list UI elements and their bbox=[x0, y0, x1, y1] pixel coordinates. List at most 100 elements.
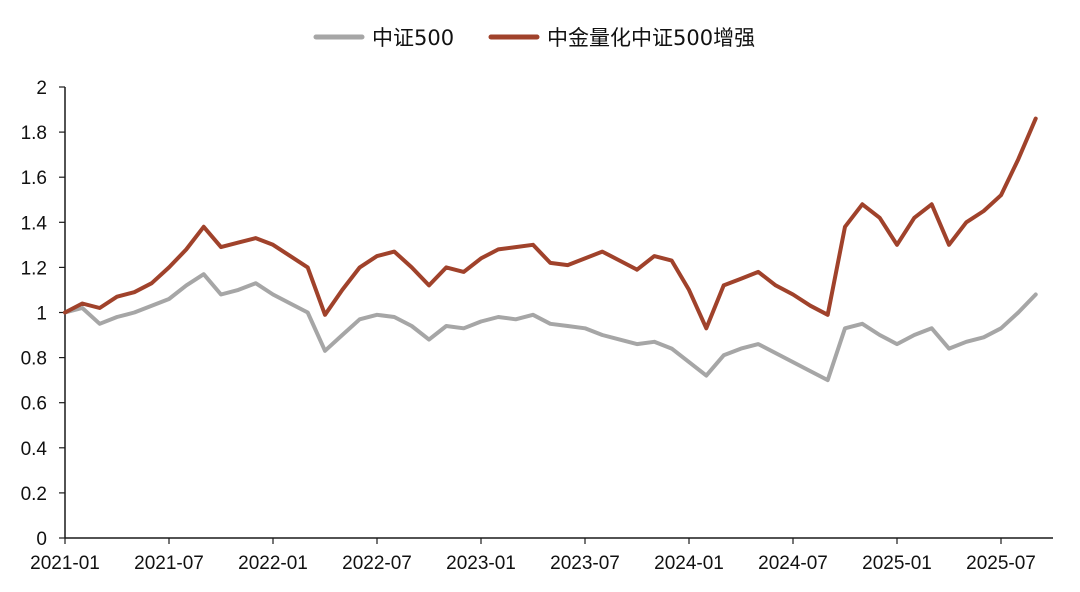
legend-label-2: 中金量化中证500增强 bbox=[547, 26, 755, 50]
data-point bbox=[323, 349, 327, 353]
data-point bbox=[375, 313, 379, 317]
x-tick-label: 2023-01 bbox=[446, 553, 516, 574]
data-point bbox=[930, 202, 934, 206]
x-tick-label: 2021-01 bbox=[30, 553, 100, 574]
data-point bbox=[184, 247, 188, 251]
data-point bbox=[219, 292, 223, 297]
x-tick-label: 2022-07 bbox=[342, 553, 412, 574]
data-point bbox=[236, 241, 240, 245]
data-point bbox=[774, 351, 778, 355]
series-points-1 bbox=[63, 272, 1038, 382]
y-tick-label: 0.8 bbox=[21, 349, 47, 370]
data-point bbox=[1016, 157, 1020, 161]
data-point bbox=[184, 283, 188, 287]
data-point bbox=[566, 324, 570, 328]
data-point bbox=[878, 216, 882, 220]
data-point bbox=[652, 340, 656, 344]
data-point bbox=[444, 324, 448, 328]
data-point bbox=[98, 322, 102, 326]
data-point bbox=[288, 254, 292, 258]
data-point bbox=[254, 281, 258, 285]
data-point bbox=[531, 313, 535, 317]
data-point bbox=[236, 288, 240, 292]
data-point bbox=[791, 292, 795, 297]
data-point bbox=[583, 326, 587, 330]
data-point bbox=[704, 326, 708, 330]
x-tick-label: 2025-07 bbox=[966, 553, 1036, 574]
data-point bbox=[80, 301, 84, 306]
data-point bbox=[306, 265, 310, 269]
data-point bbox=[358, 265, 362, 269]
data-point bbox=[652, 254, 656, 258]
data-point bbox=[271, 243, 275, 247]
data-point bbox=[860, 202, 864, 206]
data-point bbox=[496, 247, 500, 251]
data-point bbox=[912, 216, 916, 220]
data-point bbox=[1034, 292, 1038, 297]
data-point bbox=[254, 236, 258, 240]
data-point bbox=[895, 243, 899, 247]
data-point bbox=[600, 333, 604, 337]
y-tick-label: 0.2 bbox=[21, 484, 47, 505]
x-tick-label: 2024-07 bbox=[758, 553, 828, 574]
series-line-2 bbox=[63, 116, 1038, 331]
x-tick-label: 2025-01 bbox=[862, 553, 932, 574]
x-tick-label: 2023-07 bbox=[550, 553, 620, 574]
y-tick-label: 1.2 bbox=[21, 258, 47, 279]
data-point bbox=[704, 374, 708, 378]
data-point bbox=[774, 283, 778, 287]
data-point bbox=[756, 270, 760, 274]
y-tick-label: 2 bbox=[36, 78, 47, 99]
data-point bbox=[687, 360, 691, 364]
data-point bbox=[843, 326, 847, 330]
data-point bbox=[219, 245, 223, 249]
data-point bbox=[670, 259, 674, 263]
plot-area bbox=[63, 116, 1038, 383]
data-point bbox=[722, 283, 726, 287]
data-point bbox=[635, 268, 639, 272]
data-point bbox=[427, 283, 431, 287]
data-point bbox=[288, 301, 292, 306]
data-point bbox=[635, 342, 639, 346]
data-point bbox=[964, 340, 968, 344]
data-point bbox=[202, 225, 206, 229]
data-point bbox=[462, 326, 466, 330]
data-point bbox=[791, 360, 795, 364]
data-point bbox=[739, 277, 743, 281]
data-point bbox=[826, 378, 830, 382]
data-point bbox=[392, 250, 396, 254]
data-point bbox=[843, 225, 847, 229]
data-point bbox=[531, 243, 535, 247]
y-tick-label: 1 bbox=[36, 304, 47, 325]
x-tick-label: 2022-01 bbox=[238, 553, 308, 574]
data-point bbox=[670, 347, 674, 351]
data-point bbox=[600, 250, 604, 254]
data-point bbox=[583, 256, 587, 260]
data-point bbox=[756, 342, 760, 346]
y-tick-label: 1.4 bbox=[21, 213, 48, 234]
series-line-1 bbox=[63, 272, 1038, 383]
data-point bbox=[739, 347, 743, 351]
series-points-2 bbox=[63, 117, 1038, 330]
data-point bbox=[150, 281, 154, 285]
data-point bbox=[167, 265, 171, 269]
data-point bbox=[323, 313, 327, 317]
data-point bbox=[687, 288, 691, 292]
legend: 中证500 中金量化中证500增强 bbox=[313, 26, 755, 50]
data-point bbox=[115, 315, 119, 319]
y-axis: 0 0.2 0.4 0.6 0.8 1 1.2 1.4 1.6 1.8 2 bbox=[21, 78, 66, 550]
data-point bbox=[618, 338, 622, 342]
y-tick-label: 0.6 bbox=[21, 394, 47, 415]
data-point bbox=[132, 310, 136, 315]
data-point bbox=[982, 209, 986, 213]
data-point bbox=[722, 353, 726, 357]
data-point bbox=[548, 322, 552, 326]
data-point bbox=[392, 315, 396, 319]
data-point bbox=[808, 304, 812, 308]
data-point bbox=[462, 270, 466, 274]
data-point bbox=[479, 256, 483, 260]
x-tick-label: 2021-07 bbox=[134, 553, 204, 574]
data-point bbox=[826, 313, 830, 317]
data-point bbox=[427, 338, 431, 342]
data-point bbox=[358, 317, 362, 321]
